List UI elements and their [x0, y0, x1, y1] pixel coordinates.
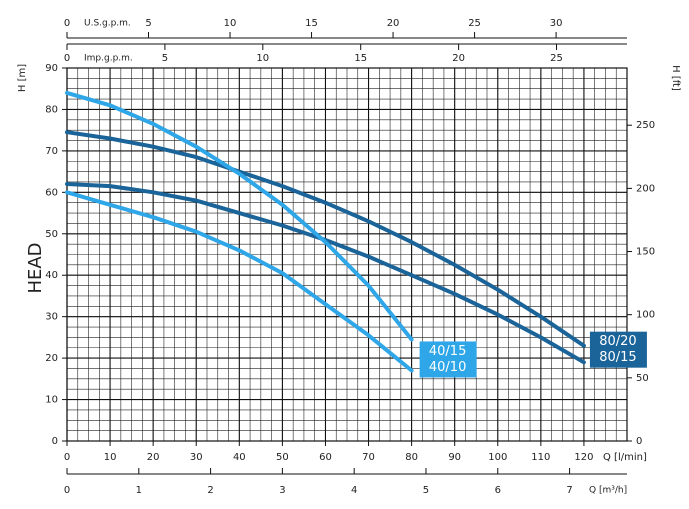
- x-tick-label: 70: [362, 452, 375, 463]
- y-tick-label: 70: [45, 146, 58, 157]
- axis-tick-label: 7: [566, 485, 572, 496]
- y2-tick-label: 200: [636, 183, 655, 194]
- axis-tick-label: 0: [64, 53, 70, 64]
- axis-tick-label: 2: [207, 485, 213, 496]
- y2-tick-label: 250: [636, 120, 655, 131]
- axis-label: Imp.g.p.m.: [84, 54, 133, 64]
- axis-tick-label: 25: [468, 18, 481, 29]
- y-tick-label: 20: [45, 353, 58, 364]
- axis-tick-label: 15: [305, 18, 318, 29]
- axis-tick-label: 4: [351, 485, 357, 496]
- y2-tick-label: 100: [636, 310, 655, 321]
- axis-tick-label: 10: [224, 18, 237, 29]
- curve: [65, 90, 414, 342]
- y2-axis-label: H [ft]: [670, 65, 681, 91]
- plot-frame: [66, 67, 628, 442]
- axis-tick-label: 5: [162, 53, 168, 64]
- axis-tick-label: 20: [452, 53, 465, 64]
- y2-tick-label: 150: [636, 247, 655, 258]
- legend-label: 40/15: [429, 344, 466, 359]
- y-tick-label: 40: [45, 270, 58, 281]
- x-axis-label: Q [l/min]: [603, 452, 647, 463]
- x-tick-label: 30: [190, 452, 203, 463]
- y-tick-label: 10: [45, 395, 58, 406]
- curve: [65, 130, 586, 348]
- x-tick-label: 120: [574, 452, 593, 463]
- y-tick-label: 30: [45, 312, 58, 323]
- curve: [65, 190, 414, 373]
- x-tick-label: 20: [147, 452, 160, 463]
- legend-label: 80/15: [599, 350, 636, 365]
- y-tick-label: 0: [52, 436, 58, 447]
- axis-tick-label: 3: [279, 485, 285, 496]
- axis-label: U.S.g.p.m.: [84, 19, 131, 29]
- axis-tick-label: 15: [354, 53, 367, 64]
- legend-box: [419, 341, 477, 378]
- axis-tick-label: 0: [64, 18, 70, 29]
- y-tick-label: 80: [45, 104, 58, 115]
- axis-tick-label: 5: [145, 18, 151, 29]
- legend-box: [589, 331, 647, 368]
- x-tick-label: 40: [233, 452, 246, 463]
- axis-tick-label: 25: [550, 53, 563, 64]
- axis-tick-label: 0: [64, 485, 70, 496]
- axis-tick-label: 10: [256, 53, 269, 64]
- axis-tick-label: 20: [387, 18, 400, 29]
- axis-tick-label: 30: [550, 18, 563, 29]
- y-axis-label: H [m]: [17, 64, 28, 92]
- axis-tick-label: 5: [423, 485, 429, 496]
- y-tick-label: 60: [45, 187, 58, 198]
- y2-tick-label: 0: [636, 436, 642, 447]
- x-tick-label: 110: [531, 452, 550, 463]
- x-tick-label: 50: [276, 452, 289, 463]
- x-tick-label: 100: [488, 452, 507, 463]
- y-tick-label: 90: [45, 63, 58, 74]
- x-tick-label: 80: [405, 452, 418, 463]
- y-tick-label: 50: [45, 229, 58, 240]
- axis-label: Q [m³/h]: [589, 486, 627, 496]
- x-tick-label: 10: [104, 452, 117, 463]
- legend-label: 80/20: [599, 334, 636, 349]
- y2-tick-label: 50: [636, 373, 649, 384]
- x-tick-label: 60: [319, 452, 332, 463]
- legend-label: 40/10: [429, 360, 466, 375]
- axis-tick-label: 1: [136, 485, 142, 496]
- x-tick-label: 0: [64, 452, 70, 463]
- side-label: HEAD: [25, 242, 46, 293]
- axis-tick-label: 6: [495, 485, 501, 496]
- x-tick-label: 90: [448, 452, 461, 463]
